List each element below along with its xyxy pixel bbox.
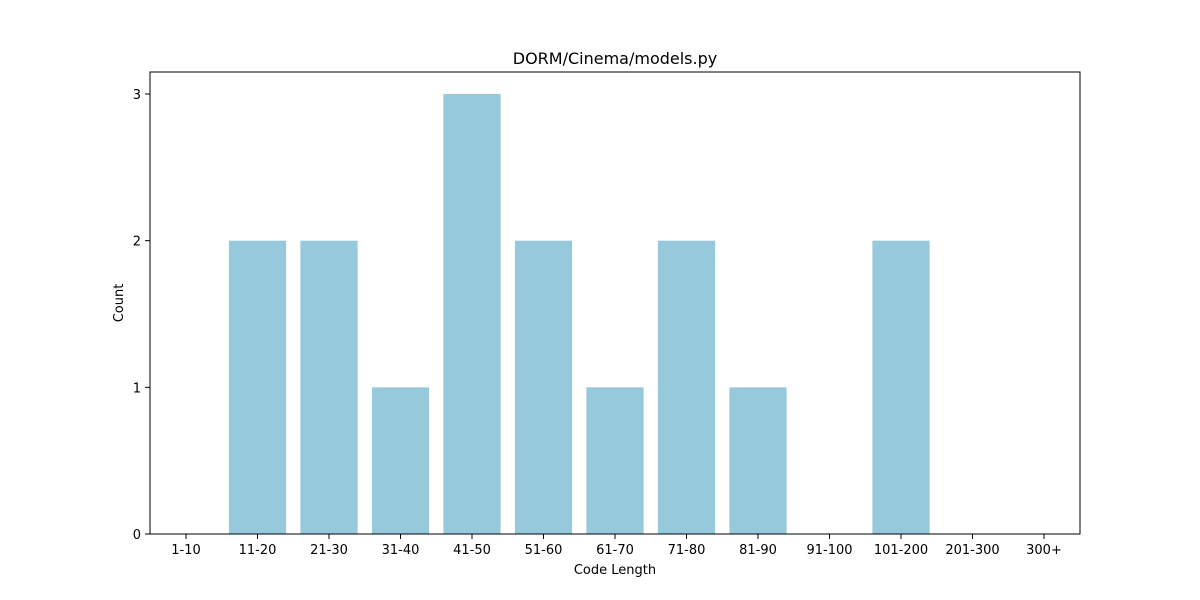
bar-101-200 [872, 240, 930, 534]
x-tick-label: 31-40 [382, 543, 420, 558]
plot-frame [149, 71, 1081, 535]
x-tick-label: 21-30 [310, 543, 348, 558]
bar-31-40 [371, 387, 430, 534]
y-tick-label: 3 [133, 88, 141, 103]
y-axis-label: Count [112, 284, 127, 323]
y-axis-ticks: 0 1 2 3 [133, 88, 150, 543]
x-tick-label: 51-60 [525, 543, 563, 558]
bar-21-30 [300, 240, 358, 534]
bar-41-50 [443, 94, 501, 534]
chart-title: DORM/Cinema/models.py [513, 49, 717, 68]
x-axis-label: Code Length [574, 563, 656, 578]
y-tick-label: 1 [133, 381, 141, 396]
y-tick-label: 2 [133, 235, 141, 250]
x-tick-label: 11-20 [239, 543, 277, 558]
x-tick-label: 81-90 [739, 543, 777, 558]
x-tick-label: 41-50 [453, 543, 491, 558]
bar-11-20 [228, 240, 287, 534]
x-tick-label: 201-300 [945, 543, 999, 558]
x-tick-label: 71-80 [668, 543, 706, 558]
y-tick-label: 0 [133, 528, 141, 543]
x-tick-label: 300+ [1026, 543, 1062, 558]
bar-81-90 [729, 387, 787, 534]
bar-51-60 [514, 240, 573, 534]
bar-71-80 [657, 240, 716, 534]
x-tick-label: 1-10 [171, 543, 201, 558]
x-tick-label: 91-100 [806, 543, 852, 558]
bar-61-70 [586, 387, 644, 534]
bars-group [228, 94, 930, 534]
x-tick-label: 101-200 [874, 543, 928, 558]
x-axis-ticks: 1-10 11-20 21-30 31-40 41-50 51-60 61-70 71-80 8… [171, 534, 1062, 558]
x-tick-label: 61-70 [596, 543, 634, 558]
